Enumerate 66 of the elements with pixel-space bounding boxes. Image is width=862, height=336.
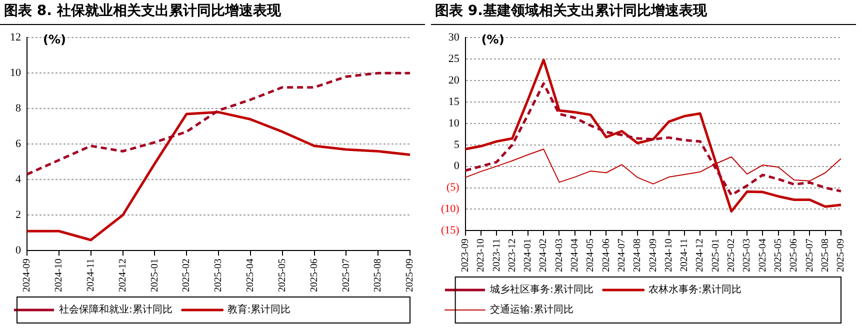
y-tick-label: 12 bbox=[10, 31, 21, 44]
y-tick-label: 20 bbox=[448, 74, 460, 86]
y-tick-label: 8 bbox=[16, 102, 22, 115]
legend-label: 教育:累计同比 bbox=[227, 304, 291, 316]
y-axis-title: (%) bbox=[481, 32, 504, 47]
x-tick-label: 2024-09 bbox=[648, 238, 659, 272]
x-tick-label: 2025-07 bbox=[804, 238, 816, 272]
x-tick-label: 2025-09 bbox=[404, 258, 416, 292]
y-tick-label: 0 bbox=[16, 244, 22, 257]
x-tick-label: 2025-02 bbox=[181, 258, 192, 292]
x-tick-label: 2025-08 bbox=[372, 258, 384, 292]
x-tick-label: 2024-05 bbox=[585, 238, 596, 272]
y-tick-label: 30 bbox=[448, 31, 460, 44]
y-tick-label: 5 bbox=[454, 138, 460, 151]
x-tick-label: 2024-10 bbox=[663, 238, 674, 272]
x-tick-label: 2025-06 bbox=[788, 238, 800, 272]
y-tick-label: 10 bbox=[448, 117, 460, 130]
x-tick-label: 2025-04 bbox=[245, 258, 256, 292]
x-tick-label: 2024-11 bbox=[85, 258, 96, 292]
chart-title: 图表 8. 社保就业相关支出累计同比增速表现 bbox=[0, 0, 425, 25]
x-tick-label: 2024-02 bbox=[538, 238, 550, 272]
legend-label: 农林水事务:累计同比 bbox=[648, 284, 742, 296]
y-axis-title: (%) bbox=[43, 32, 66, 47]
x-tick-label: 2025-03 bbox=[742, 238, 753, 272]
x-tick-label: 2023-09 bbox=[460, 238, 471, 272]
y-tick-label: 0 bbox=[454, 160, 460, 172]
y-tick-label: 25 bbox=[448, 52, 460, 65]
x-tick-label: 2024-03 bbox=[554, 238, 565, 272]
y-tick-label: (15) bbox=[441, 224, 460, 237]
legend-label: 社会保障和就业:累计同比 bbox=[59, 304, 172, 316]
x-tick-label: 2024-07 bbox=[616, 238, 628, 272]
x-tick-label: 2024-06 bbox=[600, 238, 612, 272]
x-tick-label: 2025-05 bbox=[773, 238, 784, 272]
line-series bbox=[26, 72, 412, 176]
y-tick-label: 6 bbox=[16, 138, 22, 150]
x-tick-label: 2024-09 bbox=[22, 258, 33, 292]
x-tick-label: 2023-11 bbox=[491, 238, 502, 272]
y-tick-label: 4 bbox=[16, 174, 22, 186]
y-tick-label: (10) bbox=[441, 203, 460, 216]
y-tick-label: 2 bbox=[16, 209, 21, 222]
x-tick-label: 2025-08 bbox=[820, 238, 831, 272]
x-tick-label: 2025-01 bbox=[149, 258, 160, 292]
legend-label: 交通运输:累计同比 bbox=[490, 304, 574, 316]
x-tick-label: 2025-03 bbox=[213, 258, 224, 292]
x-tick-label: 2025-09 bbox=[836, 238, 847, 272]
x-tick-label: 2023-10 bbox=[476, 238, 487, 272]
y-tick-label: 15 bbox=[448, 96, 460, 108]
chart-title: 图表 9.基建领域相关支出累计同比增速表现 bbox=[431, 0, 856, 25]
x-tick-label: 2025-07 bbox=[340, 258, 352, 292]
x-tick-label: 2025-02 bbox=[726, 238, 738, 272]
x-tick-label: 2024-04 bbox=[570, 238, 581, 272]
legend-label: 城乡社区事务:累计同比 bbox=[489, 284, 594, 296]
x-tick-label: 2025-06 bbox=[308, 258, 320, 292]
y-tick-label: 10 bbox=[10, 67, 22, 79]
x-tick-label: 2025-05 bbox=[276, 258, 288, 292]
x-tick-label: 2024-12 bbox=[117, 258, 128, 292]
x-tick-label: 2025-04 bbox=[757, 238, 768, 272]
y-tick-label: (5) bbox=[446, 182, 460, 194]
line-series bbox=[464, 82, 842, 196]
x-tick-label: 2023-12 bbox=[506, 238, 518, 272]
x-tick-label: 2024-10 bbox=[54, 258, 65, 292]
x-tick-label: 2024-12 bbox=[694, 238, 706, 272]
x-tick-label: 2024-11 bbox=[679, 238, 690, 272]
x-tick-label: 2025-01 bbox=[710, 238, 722, 272]
x-tick-label: 2024-08 bbox=[632, 238, 644, 272]
x-tick-label: 2024-01 bbox=[522, 238, 534, 272]
